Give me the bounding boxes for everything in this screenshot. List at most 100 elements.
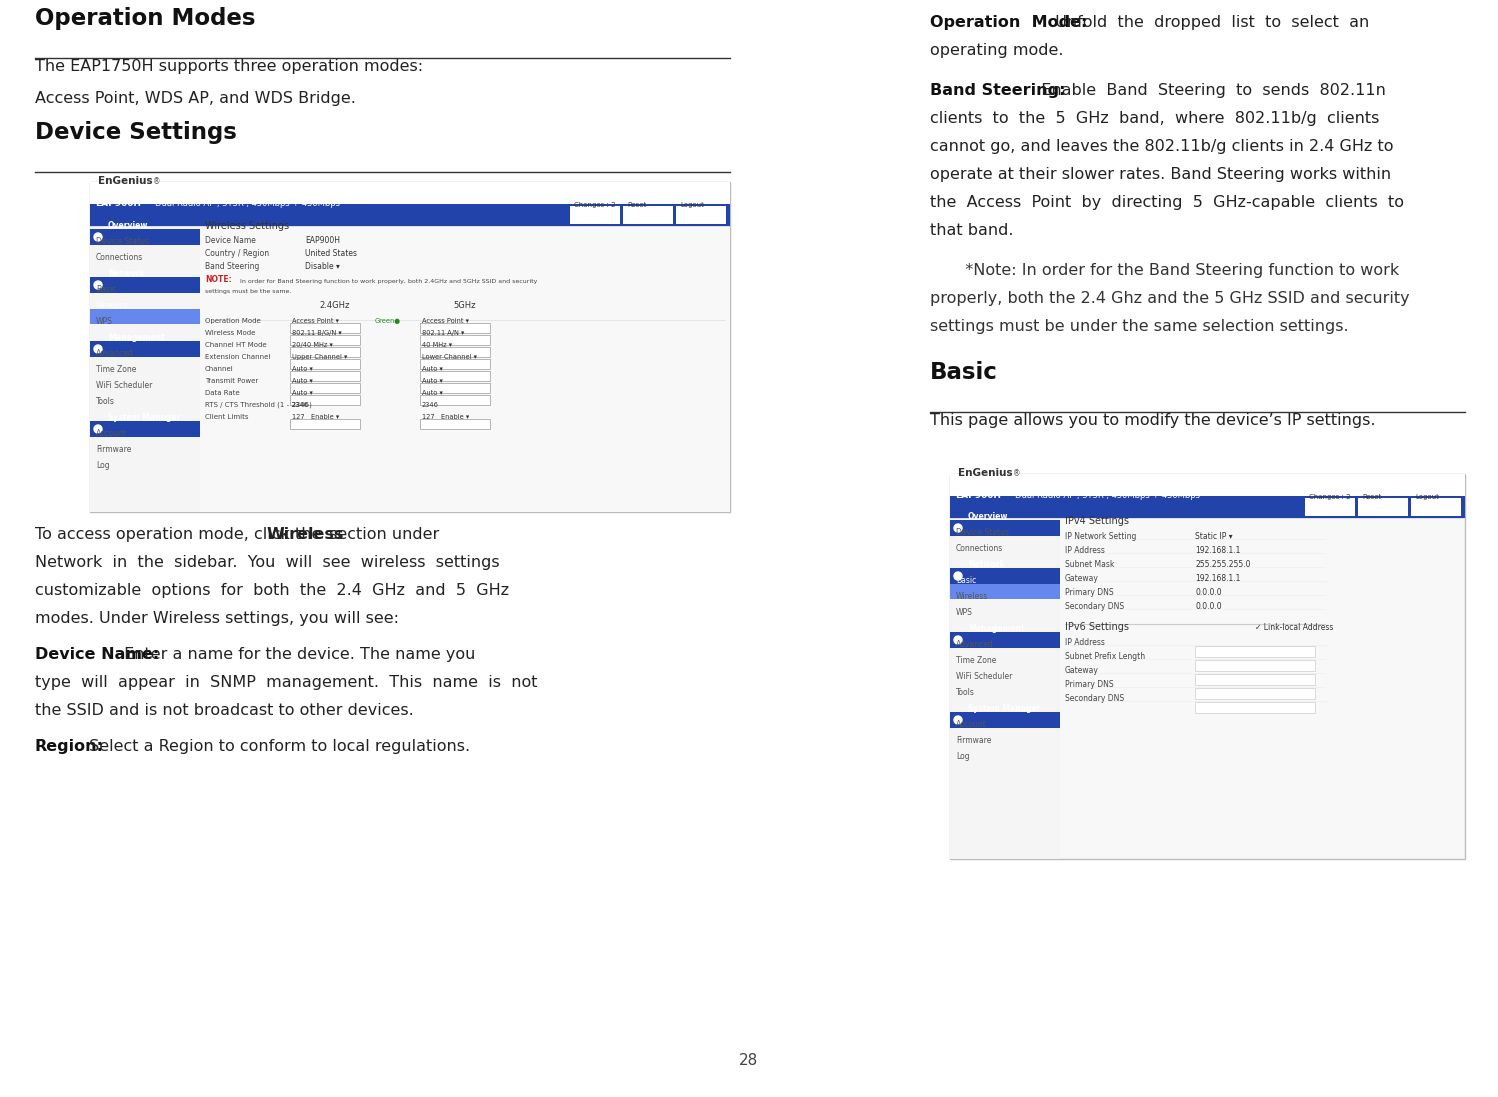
Text: Tools: Tools [96,397,115,406]
Text: settings must be the same.: settings must be the same. [205,289,292,294]
Text: United States: United States [306,249,357,258]
Text: RTS / CTS Threshold (1 - 2346): RTS / CTS Threshold (1 - 2346) [205,402,312,408]
Text: properly, both the 2.4 Ghz and the 5 GHz SSID and security: properly, both the 2.4 Ghz and the 5 GHz… [930,291,1410,306]
Text: Basic: Basic [956,576,977,585]
Text: System Manager: System Manager [968,704,1041,713]
Text: Channel HT Mode: Channel HT Mode [205,342,267,348]
Text: cannot go, and leaves the 802.11b/g clients in 2.4 GHz to: cannot go, and leaves the 802.11b/g clie… [930,139,1393,154]
Text: Access Point, WDS AP, and WDS Bridge.: Access Point, WDS AP, and WDS Bridge. [34,91,357,106]
Text: Firmware: Firmware [96,445,132,454]
Bar [291,323,360,333]
Text: EnGenius: EnGenius [959,468,1013,478]
Text: Wireless Settings: Wireless Settings [205,220,289,231]
Text: Connections: Connections [96,253,144,262]
Text: Log: Log [956,753,969,761]
Text: Overview: Overview [108,220,148,230]
Text: EAP900H: EAP900H [306,236,340,245]
Text: Auto ▾: Auto ▾ [292,391,313,396]
Text: Wireless Mode: Wireless Mode [205,330,255,336]
Text: Auto ▾: Auto ▾ [422,391,443,396]
Bar [419,323,490,333]
Text: Device Status: Device Status [96,237,148,246]
Text: *Note: In order for the Band Steering function to work: *Note: In order for the Band Steering fu… [950,263,1399,278]
Text: Wireless: Wireless [267,527,343,542]
Bar [1359,498,1408,516]
Text: Unfold  the  dropped  list  to  select  an: Unfold the dropped list to select an [1046,15,1369,30]
Text: Wireless: Wireless [956,592,989,601]
Circle shape [954,636,962,644]
Bar [419,383,490,393]
Text: clients  to  the  5  GHz  band,  where  802.11b/g  clients: clients to the 5 GHz band, where 802.11b… [930,111,1380,126]
Text: 2346: 2346 [292,402,309,408]
Text: Region:: Region: [34,739,103,754]
Text: Operation Mode: Operation Mode [205,318,261,324]
Text: Upper Channel ▾: Upper Channel ▾ [292,354,348,360]
Bar [419,395,490,405]
Text: ✓ Link-local Address: ✓ Link-local Address [1255,623,1333,632]
Bar [90,278,201,293]
Bar [676,206,727,224]
Text: Connections: Connections [956,544,1004,553]
Bar [950,474,1465,859]
Bar [291,347,360,357]
Text: Enable  Band  Steering  to  sends  802.11n: Enable Band Steering to sends 802.11n [1031,83,1386,98]
Text: Firmware: Firmware [956,736,992,745]
Text: 802.11 B/G/N ▾: 802.11 B/G/N ▾ [292,330,342,336]
Text: Operation Modes: Operation Modes [34,7,256,30]
Text: IP Network Setting: IP Network Setting [1065,532,1137,541]
Text: WPS: WPS [956,608,972,617]
Text: Disable ▾: Disable ▾ [306,262,340,271]
Text: Network  in  the  sidebar.  You  will  see  wireless  settings: Network in the sidebar. You will see wir… [34,555,500,570]
Bar [623,206,673,224]
Circle shape [954,572,962,580]
Text: Log: Log [96,461,109,470]
Text: Data Rate: Data Rate [205,391,240,396]
Bar [291,395,360,405]
Text: 2346: 2346 [422,402,439,408]
Text: Country / Region: Country / Region [205,249,270,258]
Bar [419,335,490,344]
Text: Auto ▾: Auto ▾ [292,366,313,372]
Text: Primary DNS: Primary DNS [1065,588,1113,597]
Text: operate at their slower rates. Band Steering works within: operate at their slower rates. Band Stee… [930,167,1392,182]
Text: Gateway: Gateway [1065,574,1100,583]
Text: Wireless: Wireless [96,301,129,310]
Text: 255.255.255.0: 255.255.255.0 [1195,559,1251,569]
Bar [950,712,1061,728]
Text: Account: Account [96,429,127,438]
Text: Logout: Logout [680,202,704,208]
Text: EAP900H: EAP900H [94,199,141,208]
Text: the SSID and is not broadcast to other devices.: the SSID and is not broadcast to other d… [34,703,413,719]
Text: IP Address: IP Address [1065,546,1106,555]
Bar [1195,660,1315,671]
Bar [291,359,360,369]
Bar [90,341,201,357]
Text: System Manager: System Manager [108,412,180,422]
Bar [950,568,1061,584]
Text: Network: Network [968,559,1005,569]
Text: Management: Management [108,333,165,342]
Bar [419,347,490,357]
Text: IP Address: IP Address [1065,638,1106,647]
Bar [950,496,1465,518]
Text: Access Point ▾: Access Point ▾ [292,318,339,324]
Text: Auto ▾: Auto ▾ [292,378,313,384]
Text: Static IP ▾: Static IP ▾ [1195,532,1233,541]
Text: 0.0.0.0: 0.0.0.0 [1195,602,1222,611]
Text: The EAP1750H supports three operation modes:: The EAP1750H supports three operation mo… [34,59,422,73]
Bar [1195,646,1315,657]
Text: 28: 28 [740,1053,758,1068]
Text: Changes : 2: Changes : 2 [1309,494,1351,500]
Text: EAP900H: EAP900H [956,491,1001,500]
Text: Secondary DNS: Secondary DNS [1065,602,1124,611]
Bar [950,632,1061,648]
Text: Advanced: Advanced [96,349,133,358]
Circle shape [94,425,102,433]
Text: Tools: Tools [956,688,975,697]
Text: 802.11 A/N ▾: 802.11 A/N ▾ [422,330,464,336]
Bar [1195,688,1315,699]
Text: that band.: that band. [930,223,1014,238]
Text: Advanced: Advanced [956,640,993,649]
Text: 20/40 MHz ▾: 20/40 MHz ▾ [292,342,333,348]
Bar [90,182,730,512]
